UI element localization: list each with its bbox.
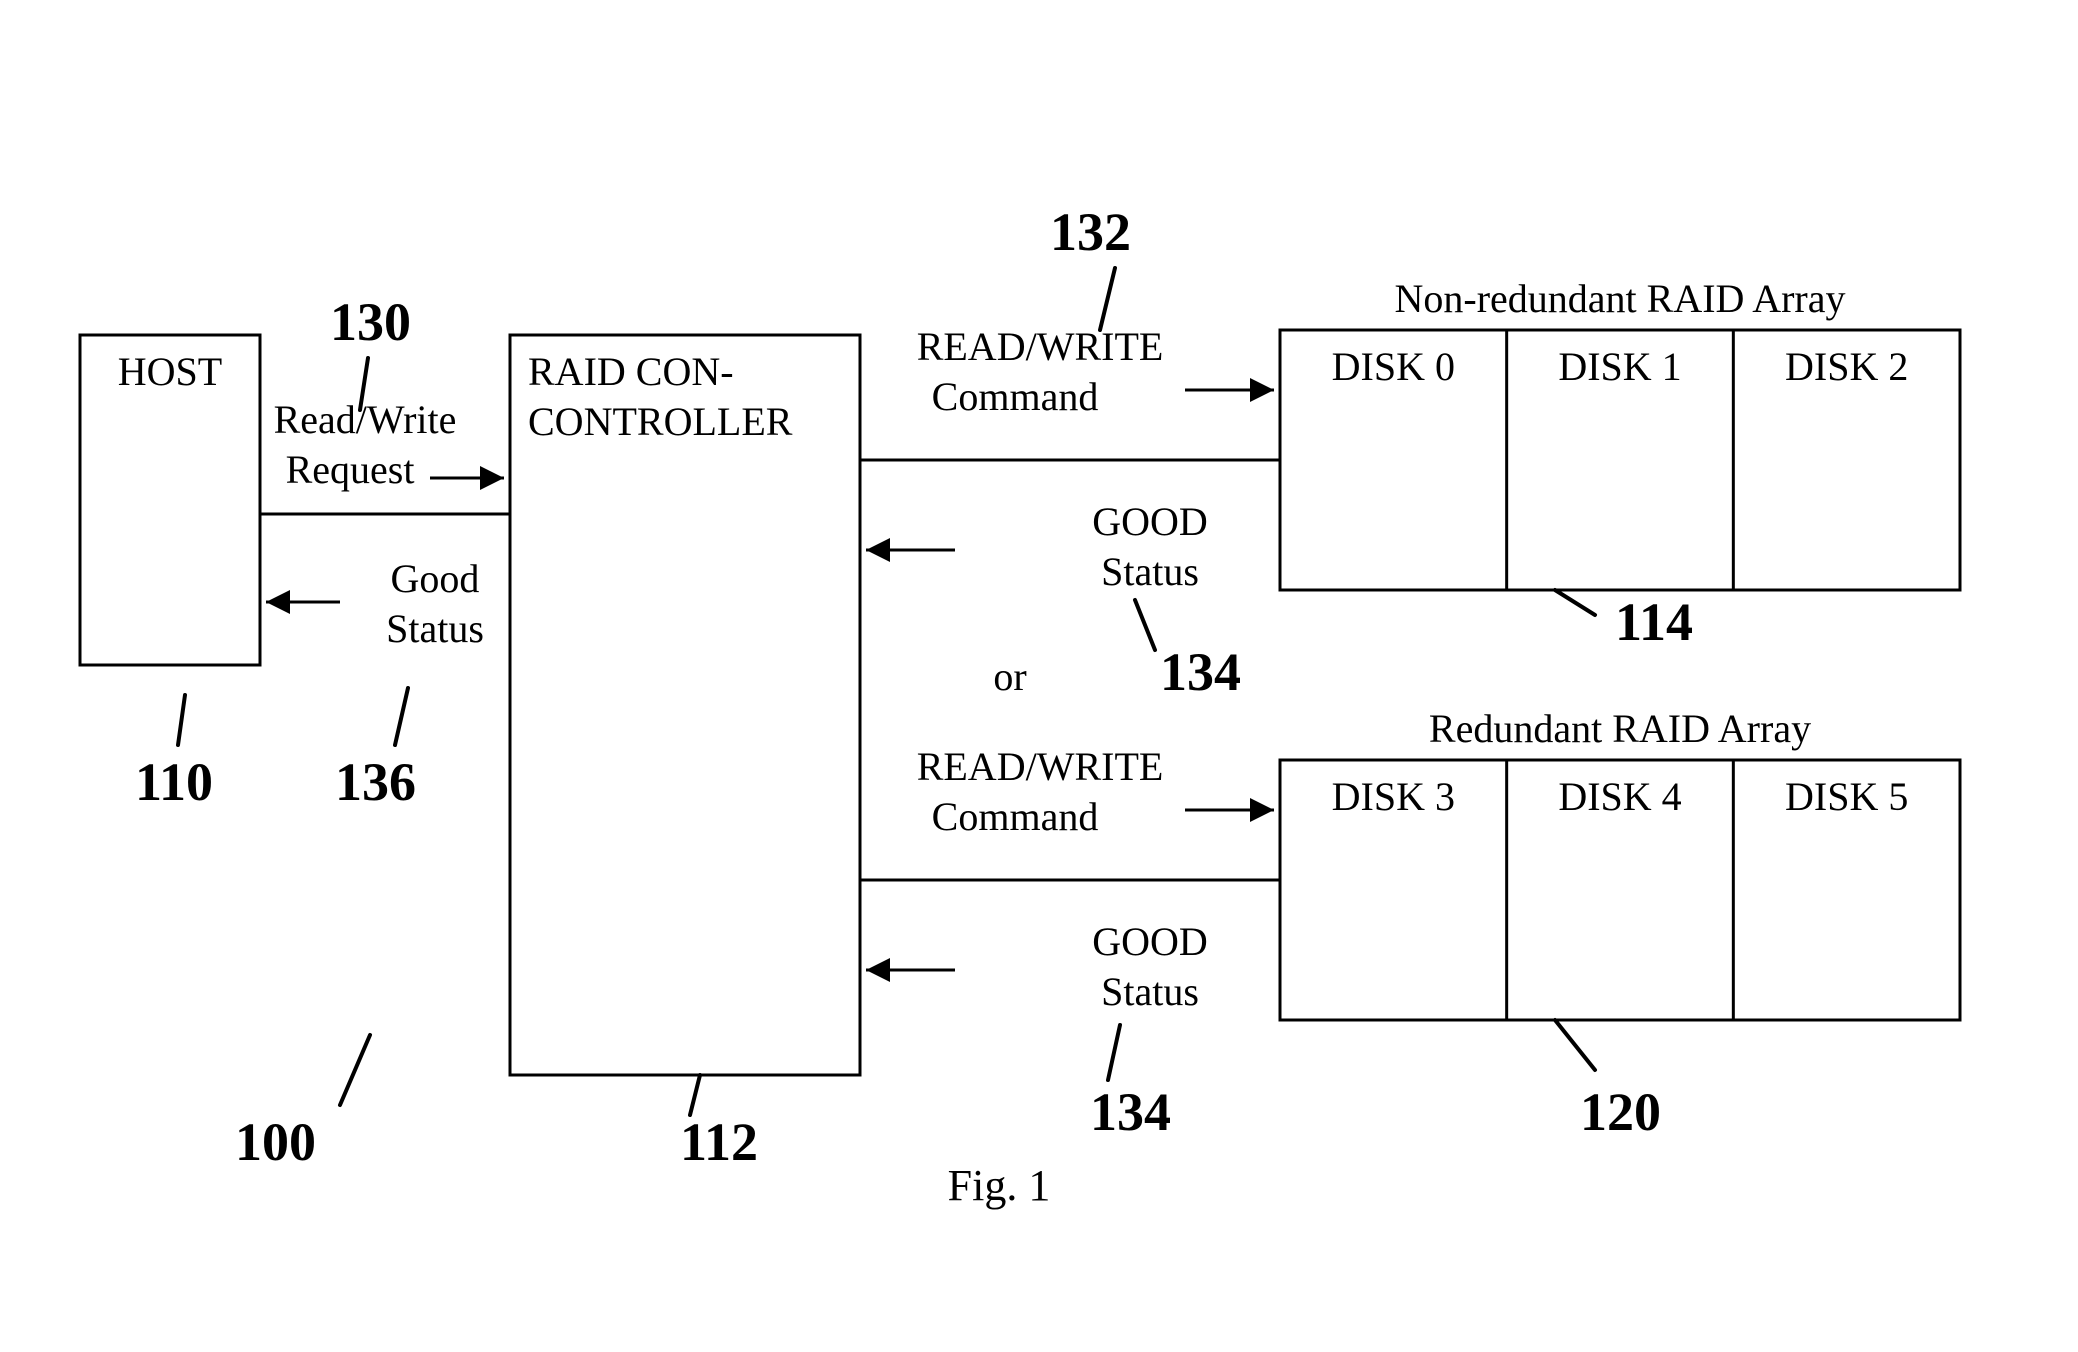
ca1-cmd-arrow-head: [1250, 378, 1274, 402]
array1-disk-0: DISK 0: [1332, 344, 1455, 389]
array1-disk-1: DISK 1: [1558, 344, 1681, 389]
anno-114: 114: [1615, 592, 1693, 652]
or-label: or: [993, 654, 1026, 699]
req-l2: Request: [286, 447, 415, 492]
anno-130: 130: [330, 292, 411, 352]
anno-100: 100: [235, 1112, 316, 1172]
anno-136: 136: [335, 752, 416, 812]
anno-tick: [178, 695, 185, 745]
array2-disk-1: DISK 4: [1558, 774, 1681, 819]
anno-tick: [690, 1075, 700, 1115]
host-label: HOST: [118, 349, 222, 394]
anno-tick: [1555, 590, 1595, 615]
req-l1: Read/Write: [274, 397, 457, 442]
array2-disk-2: DISK 5: [1785, 774, 1908, 819]
anno-tick: [395, 688, 408, 745]
ca1-cmd-l2: Command: [932, 374, 1099, 419]
ca1-st-l1: GOOD: [1092, 499, 1208, 544]
req-arrow-head: [480, 466, 504, 490]
array1-disk-2: DISK 2: [1785, 344, 1908, 389]
anno-132: 132: [1050, 202, 1131, 262]
anno-tick: [1100, 268, 1115, 330]
ca2-st-l1: GOOD: [1092, 919, 1208, 964]
figure-caption: Fig. 1: [948, 1161, 1051, 1210]
ca2-st-arrow-head: [866, 958, 890, 982]
anno-tick: [1555, 1020, 1595, 1070]
array2-title: Redundant RAID Array: [1429, 706, 1811, 751]
gs-arrow-head: [266, 590, 290, 614]
ca1-st-arrow-head: [866, 538, 890, 562]
anno-tick: [1135, 600, 1155, 650]
anno-tick: [340, 1035, 370, 1105]
anno-112: 112: [680, 1112, 758, 1172]
anno-120: 120: [1580, 1082, 1661, 1142]
ca2-st-l2: Status: [1101, 969, 1199, 1014]
gs-l2: Status: [386, 606, 484, 651]
gs-l1: Good: [391, 556, 480, 601]
controller-box: [510, 335, 860, 1075]
ca1-st-l2: Status: [1101, 549, 1199, 594]
array2-disk-0: DISK 3: [1332, 774, 1455, 819]
controller-label-1: RAID CON-: [528, 349, 734, 394]
anno-tick: [1108, 1025, 1120, 1080]
anno-134: 134: [1090, 1082, 1171, 1142]
controller-label-2: CONTROLLER: [528, 399, 793, 444]
anno-134: 134: [1160, 642, 1241, 702]
array1-title: Non-redundant RAID Array: [1395, 276, 1846, 321]
ca2-cmd-l1: READ/WRITE: [917, 744, 1164, 789]
anno-110: 110: [135, 752, 213, 812]
ca2-cmd-l2: Command: [932, 794, 1099, 839]
ca1-cmd-l1: READ/WRITE: [917, 324, 1164, 369]
ca2-cmd-arrow-head: [1250, 798, 1274, 822]
